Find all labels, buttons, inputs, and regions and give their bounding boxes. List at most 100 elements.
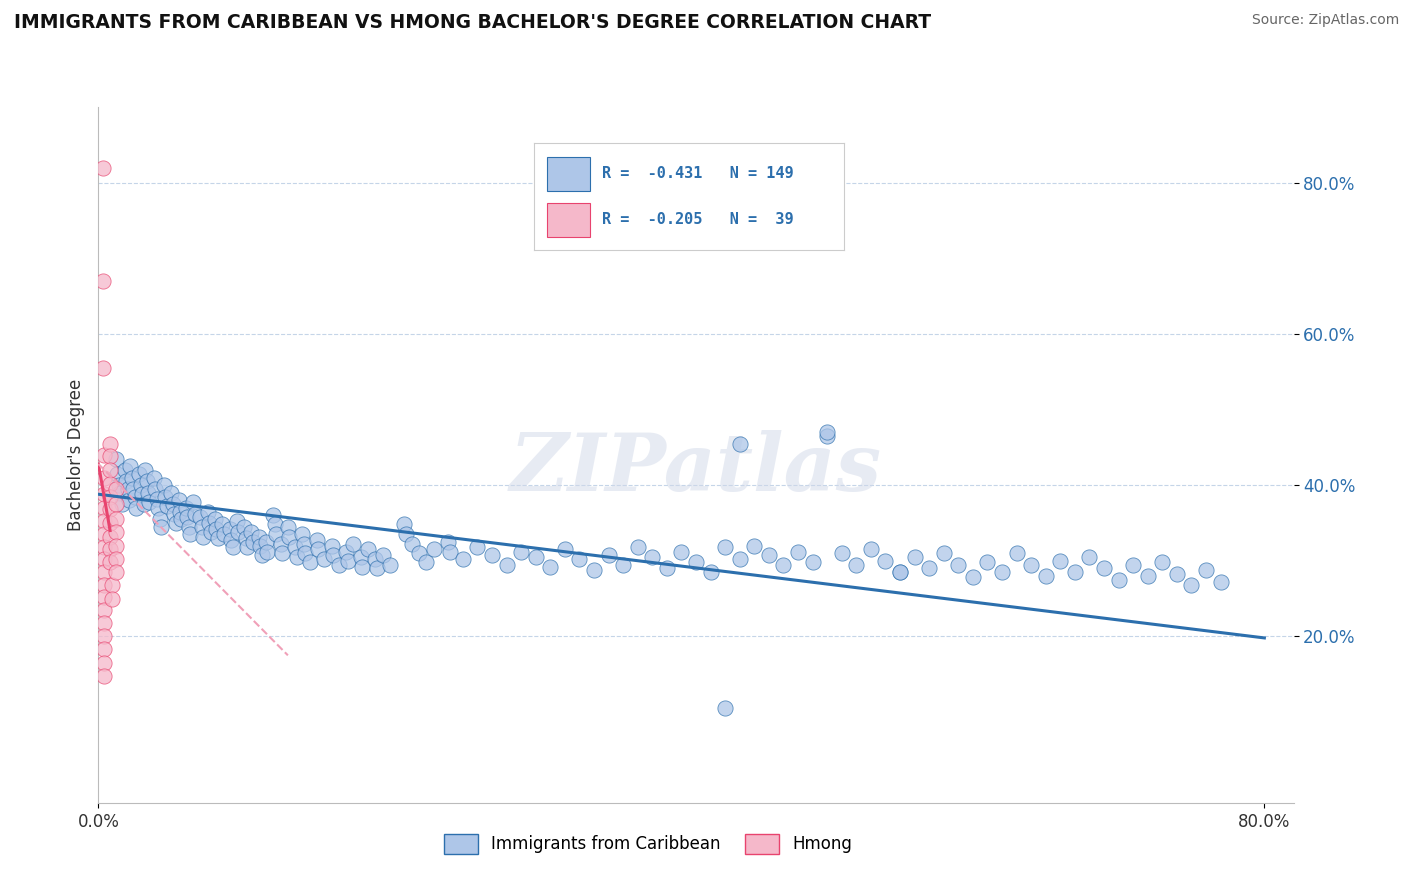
Point xyxy=(93,448,115,462)
Point xyxy=(568,552,591,566)
Point xyxy=(298,555,321,569)
Point xyxy=(93,590,115,604)
Point xyxy=(135,475,157,489)
Point xyxy=(415,555,437,569)
Legend: Immigrants from Caribbean, Hmong: Immigrants from Caribbean, Hmong xyxy=(437,827,859,861)
Point xyxy=(815,425,838,440)
Point xyxy=(364,552,387,566)
Point xyxy=(98,502,121,516)
Point xyxy=(1035,569,1057,583)
Point xyxy=(98,516,121,530)
Point xyxy=(153,478,176,492)
Point xyxy=(170,512,193,526)
Text: ZIPatlas: ZIPatlas xyxy=(510,430,882,508)
Point xyxy=(91,360,114,375)
Point xyxy=(451,552,474,566)
Point xyxy=(93,578,115,592)
Point xyxy=(104,482,127,496)
Point xyxy=(322,548,344,562)
Point xyxy=(1005,546,1028,560)
Point xyxy=(124,490,146,504)
Point xyxy=(612,558,634,572)
Point xyxy=(1180,578,1202,592)
Point xyxy=(250,548,273,562)
Point xyxy=(378,558,401,572)
Point xyxy=(93,565,115,579)
Point xyxy=(772,558,794,572)
Point xyxy=(156,500,179,514)
Point xyxy=(93,487,115,501)
Point xyxy=(685,555,707,569)
Point xyxy=(205,522,228,536)
Point xyxy=(948,558,970,572)
Point xyxy=(110,485,132,500)
Point xyxy=(641,549,664,564)
Point xyxy=(240,524,263,539)
Point xyxy=(93,515,115,529)
Point xyxy=(145,491,167,506)
Text: R =  -0.205   N =  39: R = -0.205 N = 39 xyxy=(602,212,794,227)
Point xyxy=(510,545,533,559)
Point xyxy=(197,505,219,519)
Point xyxy=(174,500,197,515)
Point xyxy=(598,548,620,562)
Point xyxy=(167,493,190,508)
Point xyxy=(554,542,576,557)
Point xyxy=(422,542,444,557)
Point xyxy=(247,530,270,544)
Point xyxy=(98,555,121,569)
Point xyxy=(278,530,301,544)
Point xyxy=(1108,573,1130,587)
Point xyxy=(198,516,221,530)
Point xyxy=(321,539,343,553)
Point xyxy=(191,520,214,534)
Point xyxy=(242,534,264,549)
Point xyxy=(136,485,159,500)
Point xyxy=(254,534,277,549)
Point xyxy=(212,527,235,541)
Point xyxy=(155,490,177,504)
Point xyxy=(176,510,198,524)
Point xyxy=(93,669,115,683)
Point xyxy=(211,517,233,532)
Point xyxy=(221,540,243,554)
Point xyxy=(932,546,955,560)
Point xyxy=(169,505,191,519)
Point xyxy=(270,537,292,551)
Point xyxy=(314,552,336,566)
Point xyxy=(104,512,127,526)
Point xyxy=(1209,574,1232,589)
Point xyxy=(91,274,114,288)
Point xyxy=(190,510,212,524)
Point xyxy=(218,522,240,536)
Point xyxy=(165,516,187,530)
Point xyxy=(143,482,166,496)
Point xyxy=(1078,549,1101,564)
Point xyxy=(671,545,693,559)
Point xyxy=(350,549,373,564)
Text: R =  -0.431   N = 149: R = -0.431 N = 149 xyxy=(602,166,794,181)
Point xyxy=(401,537,423,551)
Point xyxy=(104,565,127,579)
Point xyxy=(104,451,127,466)
Point xyxy=(875,554,897,568)
Point xyxy=(93,552,115,566)
Point xyxy=(1064,565,1087,579)
Point xyxy=(292,537,315,551)
Point xyxy=(111,497,134,511)
Point xyxy=(294,546,316,560)
Point xyxy=(538,559,561,574)
Point xyxy=(335,545,357,559)
Point xyxy=(93,470,115,484)
Point xyxy=(918,561,941,575)
Point xyxy=(183,507,205,521)
Point xyxy=(262,508,284,523)
Point xyxy=(962,570,984,584)
Point xyxy=(93,500,115,515)
Point xyxy=(179,527,201,541)
Point xyxy=(277,520,299,534)
Point xyxy=(134,463,156,477)
FancyBboxPatch shape xyxy=(547,202,591,237)
Point xyxy=(439,545,461,559)
Point xyxy=(976,555,998,569)
